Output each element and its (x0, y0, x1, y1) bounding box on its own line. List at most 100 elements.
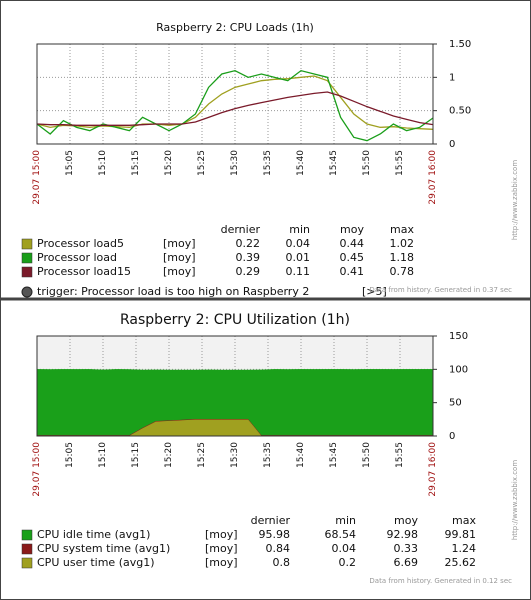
y-tick-label: 100 (449, 364, 468, 375)
y-tick-label: 1 (449, 72, 455, 83)
trigger-icon (21, 286, 33, 298)
legend-header: moy (394, 514, 418, 527)
legend-stat: 0.78 (390, 265, 415, 278)
legend-stat: 0.01 (286, 251, 311, 264)
footer-note: Data from history. Generated in 0.12 sec (369, 577, 512, 585)
legend-label: Processor load15 (37, 265, 131, 278)
x-tick-label: 15:15 (131, 442, 141, 468)
legend-label: CPU system time (avg1) (37, 542, 170, 555)
x-tick-label: 15:20 (164, 150, 174, 176)
legend-swatch (21, 529, 33, 541)
x-tick-label: 15:30 (230, 442, 240, 468)
y-tick-label: 0 (449, 139, 455, 150)
legend-stat: 0.22 (236, 237, 261, 250)
legend-func: [moy] (163, 237, 196, 250)
x-tick-label: 15:40 (296, 150, 306, 176)
trigger-condition: [>5] (362, 285, 387, 298)
y-tick-label: 0.50 (449, 106, 471, 117)
x-tick-label: 15:45 (329, 442, 339, 468)
legend-label: CPU user time (avg1) (37, 556, 155, 569)
legend-stat: 0.04 (286, 237, 311, 250)
legend-label: Processor load (37, 251, 117, 264)
legend-stat: 68.54 (325, 528, 357, 541)
side-label: http://www.zabbix.com (511, 160, 519, 240)
x-tick-label: 15:30 (230, 150, 240, 176)
legend-stat: 0.04 (332, 542, 357, 555)
series-line (36, 69, 434, 142)
x-tick-label: 29.07 15:00 (32, 150, 42, 205)
x-tick-label: 15:40 (296, 442, 306, 468)
legend-stat: 99.81 (445, 528, 477, 541)
legend-stat: 0.44 (340, 237, 365, 250)
legend-stat: 92.98 (387, 528, 419, 541)
y-tick-label: 150 (449, 331, 468, 342)
x-tick-label: 15:50 (362, 150, 372, 176)
y-tick-label: 0 (449, 431, 455, 442)
legend-header: max (452, 514, 476, 527)
legend-header: moy (340, 223, 364, 236)
legend-func: [moy] (163, 265, 196, 278)
legend-func: [moy] (205, 556, 238, 569)
legend-swatch (21, 238, 33, 250)
legend-swatch (21, 557, 33, 569)
x-tick-label: 15:25 (197, 442, 207, 468)
y-tick-label: 1.50 (449, 39, 471, 50)
legend-stat: 0.11 (286, 265, 311, 278)
x-tick-label: 15:20 (164, 442, 174, 468)
x-tick-label: 15:15 (131, 150, 141, 176)
x-tick-label: 15:25 (197, 150, 207, 176)
legend-header: min (335, 514, 356, 527)
legend-stat: 1.02 (390, 237, 415, 250)
legend-stat: 0.33 (394, 542, 419, 555)
legend-stat: 0.2 (339, 556, 357, 569)
legend-stat: 1.24 (452, 542, 477, 555)
x-tick-label: 15:05 (65, 150, 75, 176)
legend-label: CPU idle time (avg1) (37, 528, 150, 541)
series-line (36, 75, 434, 130)
legend-header: max (390, 223, 414, 236)
x-tick-label: 15:55 (395, 442, 405, 468)
legend-stat: 0.39 (236, 251, 261, 264)
x-tick-label: 15:10 (98, 150, 108, 176)
x-tick-label: 15:05 (65, 442, 75, 468)
legend-stat: 0.41 (340, 265, 365, 278)
legend-header: dernier (221, 223, 261, 236)
series-line (36, 91, 434, 126)
legend-swatch (21, 266, 33, 278)
footer-note: Data from history. Generated in 0.37 sec (369, 286, 512, 294)
legend-stat: 95.98 (259, 528, 291, 541)
x-tick-label: 15:50 (362, 442, 372, 468)
plot-border (36, 43, 434, 145)
legend-stat: 1.18 (390, 251, 415, 264)
trigger-label: trigger: Processor load is too high on R… (37, 285, 309, 298)
legend-stat: 0.84 (266, 542, 291, 555)
legend-func: [moy] (205, 528, 238, 541)
legend-func: [moy] (205, 542, 238, 555)
plot-area (37, 44, 433, 144)
legend-stat: 0.45 (340, 251, 365, 264)
x-tick-label: 29.07 16:00 (428, 442, 438, 497)
legend-swatch (21, 252, 33, 264)
legend-stat: 0.8 (273, 556, 291, 569)
legend-swatch (21, 543, 33, 555)
chart-title: Raspberry 2: CPU Utilization (1h) (120, 312, 350, 328)
x-tick-label: 15:10 (98, 442, 108, 468)
side-label: http://www.zabbix.com (511, 460, 519, 540)
legend-header: min (289, 223, 310, 236)
legend-header: dernier (251, 514, 291, 527)
legend-func: [moy] (163, 251, 196, 264)
legend-label: Processor load5 (37, 237, 124, 250)
plot-border (36, 335, 434, 437)
x-tick-label: 29.07 15:00 (32, 442, 42, 497)
x-tick-label: 15:45 (329, 150, 339, 176)
legend-stat: 0.29 (236, 265, 261, 278)
y-tick-label: 50 (449, 398, 462, 409)
chart-title: Raspberry 2: CPU Loads (1h) (156, 21, 314, 34)
legend-stat: 6.69 (394, 556, 419, 569)
x-tick-label: 15:35 (263, 150, 273, 176)
x-tick-label: 29.07 16:00 (428, 150, 438, 205)
legend-stat: 25.62 (445, 556, 477, 569)
x-tick-label: 15:55 (395, 150, 405, 176)
x-tick-label: 15:35 (263, 442, 273, 468)
